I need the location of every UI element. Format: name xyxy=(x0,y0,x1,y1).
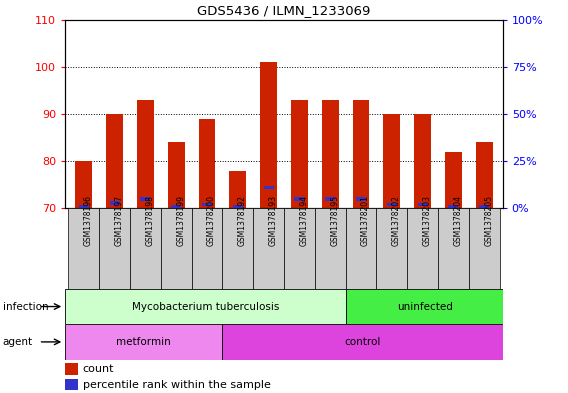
Text: GSM1378204: GSM1378204 xyxy=(453,195,462,246)
Text: GSM1378196: GSM1378196 xyxy=(84,195,93,246)
Bar xyxy=(65,324,222,360)
Bar xyxy=(469,208,500,289)
Bar xyxy=(387,203,397,206)
Bar xyxy=(284,208,315,289)
Bar xyxy=(253,208,284,289)
Bar xyxy=(76,161,92,208)
Text: GSM1378195: GSM1378195 xyxy=(330,195,339,246)
Bar xyxy=(65,289,346,324)
Bar xyxy=(130,208,161,289)
Text: infection: infection xyxy=(3,301,48,312)
Text: GSM1378194: GSM1378194 xyxy=(299,195,308,246)
Bar xyxy=(414,114,431,208)
Bar xyxy=(140,197,151,201)
Bar xyxy=(223,208,253,289)
Bar xyxy=(79,204,89,208)
Bar xyxy=(445,152,462,208)
Bar xyxy=(291,100,308,208)
Bar xyxy=(65,363,78,375)
Bar xyxy=(168,142,185,208)
Text: metformin: metformin xyxy=(116,337,171,347)
Bar xyxy=(68,208,99,289)
Text: percentile rank within the sample: percentile rank within the sample xyxy=(83,380,271,389)
Text: agent: agent xyxy=(3,337,33,347)
Bar xyxy=(346,289,503,324)
Bar xyxy=(479,204,489,208)
Bar xyxy=(407,208,438,289)
Bar xyxy=(65,378,78,390)
Bar xyxy=(222,324,503,360)
Title: GDS5436 / ILMN_1233069: GDS5436 / ILMN_1233069 xyxy=(197,4,371,17)
Text: GSM1378192: GSM1378192 xyxy=(238,195,247,246)
Bar xyxy=(448,204,458,208)
Bar xyxy=(315,208,345,289)
Bar xyxy=(229,171,247,208)
Bar xyxy=(191,208,223,289)
Bar xyxy=(321,100,339,208)
Text: GSM1378201: GSM1378201 xyxy=(361,195,370,246)
Bar xyxy=(325,197,335,201)
Text: GSM1378197: GSM1378197 xyxy=(115,195,124,246)
Text: GSM1378202: GSM1378202 xyxy=(392,195,401,246)
Bar xyxy=(171,204,181,208)
Text: GSM1378205: GSM1378205 xyxy=(484,195,493,246)
Bar xyxy=(356,197,366,201)
Text: control: control xyxy=(344,337,381,347)
Bar xyxy=(106,114,123,208)
Text: GSM1378203: GSM1378203 xyxy=(423,195,432,246)
Bar xyxy=(476,142,492,208)
Bar xyxy=(345,208,377,289)
Bar xyxy=(110,201,120,204)
Text: GSM1378200: GSM1378200 xyxy=(207,195,216,246)
Bar xyxy=(161,208,191,289)
Text: Mycobacterium tuberculosis: Mycobacterium tuberculosis xyxy=(132,301,279,312)
Text: GSM1378193: GSM1378193 xyxy=(269,195,278,246)
Bar xyxy=(99,208,130,289)
Bar xyxy=(383,114,400,208)
Bar xyxy=(294,197,304,201)
Bar xyxy=(202,203,212,206)
Bar xyxy=(260,62,277,208)
Text: uninfected: uninfected xyxy=(396,301,453,312)
Bar xyxy=(438,208,469,289)
Bar xyxy=(417,203,428,206)
Bar xyxy=(377,208,407,289)
Text: GSM1378198: GSM1378198 xyxy=(145,195,154,246)
Bar xyxy=(264,185,274,189)
Bar xyxy=(353,100,369,208)
Bar xyxy=(137,100,154,208)
Text: GSM1378199: GSM1378199 xyxy=(176,195,185,246)
Bar xyxy=(199,119,215,208)
Bar xyxy=(233,204,243,208)
Text: count: count xyxy=(83,364,114,374)
